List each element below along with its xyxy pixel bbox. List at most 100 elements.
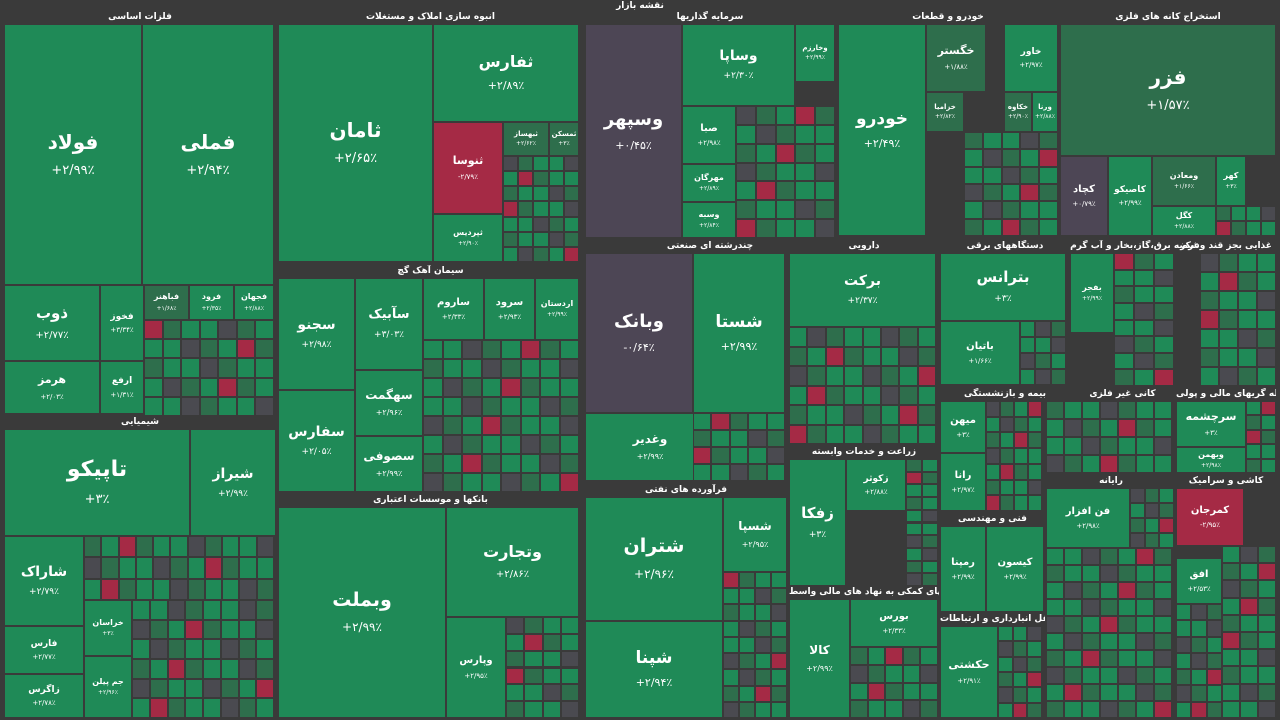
mini-tile[interactable] — [862, 366, 881, 386]
mini-tile[interactable] — [1020, 184, 1040, 202]
mini-tile[interactable] — [862, 346, 881, 366]
mini-tile[interactable] — [501, 359, 521, 378]
mini-tile[interactable] — [559, 397, 579, 416]
mini-tile[interactable] — [844, 405, 863, 425]
mini-tile[interactable] — [1014, 463, 1028, 480]
mini-tile[interactable] — [795, 219, 816, 238]
mini-tile[interactable] — [1240, 683, 1258, 701]
mini-tile[interactable] — [1136, 437, 1154, 455]
mini-tile[interactable] — [1014, 479, 1028, 496]
mini-tile[interactable] — [1035, 337, 1051, 353]
mini-tile[interactable] — [1258, 700, 1276, 718]
mini-tile[interactable] — [755, 701, 771, 718]
tile-64[interactable]: بورس +۲/۳۳٪ — [850, 599, 938, 647]
mini-tile[interactable] — [1028, 463, 1042, 480]
mini-tile[interactable] — [1144, 518, 1160, 533]
mini-tile[interactable] — [1027, 656, 1042, 672]
mini-tile[interactable] — [540, 454, 560, 473]
mini-tile[interactable] — [739, 620, 755, 637]
mini-tile[interactable] — [1027, 702, 1042, 718]
mini-tile[interactable] — [795, 124, 816, 144]
mini-tile[interactable] — [1012, 702, 1028, 718]
mini-tile[interactable] — [755, 588, 771, 605]
tile-3[interactable]: فخوز +۳/۳۴٪ — [100, 285, 144, 361]
mini-tile[interactable] — [1154, 419, 1172, 437]
mini-tile[interactable] — [1114, 302, 1134, 320]
mini-tile[interactable] — [84, 557, 102, 579]
mini-tile[interactable] — [1238, 291, 1257, 310]
mini-tile[interactable] — [481, 378, 501, 397]
mini-tile[interactable] — [1134, 336, 1154, 353]
mini-tile[interactable] — [423, 397, 443, 416]
mini-tile[interactable] — [1046, 701, 1064, 718]
mini-tile[interactable] — [1246, 221, 1261, 236]
mini-tile[interactable] — [1219, 310, 1238, 329]
mini-tile[interactable] — [481, 397, 501, 416]
mini-tile[interactable] — [862, 424, 881, 444]
tile-31[interactable]: ومعادن +۱/۶۶٪ — [1152, 156, 1216, 206]
mini-tile[interactable] — [1246, 429, 1261, 445]
mini-tile[interactable] — [462, 454, 482, 473]
mini-tile[interactable] — [1134, 369, 1154, 386]
mini-tile[interactable] — [144, 396, 163, 416]
mini-tile[interactable] — [755, 620, 771, 637]
mini-tile[interactable] — [503, 216, 519, 232]
mini-tile[interactable] — [540, 378, 560, 397]
mini-tile[interactable] — [1027, 641, 1042, 657]
mini-tile[interactable] — [1020, 132, 1040, 150]
mini-tile[interactable] — [144, 377, 163, 397]
mini-tile[interactable] — [917, 424, 936, 444]
mini-tile[interactable] — [1100, 701, 1118, 718]
mini-tile[interactable] — [1100, 633, 1118, 650]
tile-62[interactable]: زکوثر +۲/۸۸٪ — [846, 459, 906, 511]
mini-tile[interactable] — [815, 143, 835, 163]
mini-tile[interactable] — [1001, 149, 1021, 167]
mini-tile[interactable] — [563, 186, 579, 202]
mini-tile[interactable] — [1000, 448, 1014, 464]
mini-tile[interactable] — [1258, 666, 1276, 684]
mini-tile[interactable] — [1046, 616, 1064, 633]
mini-tile[interactable] — [1134, 302, 1154, 320]
mini-tile[interactable] — [1154, 401, 1172, 419]
mini-tile[interactable] — [755, 124, 776, 144]
mini-tile[interactable] — [167, 600, 186, 620]
mini-tile[interactable] — [118, 557, 136, 579]
mini-tile[interactable] — [998, 672, 1013, 688]
mini-tile[interactable] — [1001, 184, 1021, 202]
mini-tile[interactable] — [1046, 633, 1064, 650]
mini-tile[interactable] — [1039, 218, 1058, 236]
mini-tile[interactable] — [559, 473, 579, 492]
mini-tile[interactable] — [1028, 432, 1042, 449]
mini-tile[interactable] — [1050, 337, 1066, 353]
mini-tile[interactable] — [771, 685, 787, 702]
mini-tile[interactable] — [1200, 272, 1219, 291]
mini-tile[interactable] — [1050, 321, 1066, 337]
mini-tile[interactable] — [559, 378, 579, 397]
mini-tile[interactable] — [170, 536, 188, 558]
mini-tile[interactable] — [755, 219, 776, 238]
mini-tile[interactable] — [1134, 286, 1154, 303]
mini-tile[interactable] — [880, 424, 900, 444]
mini-tile[interactable] — [236, 320, 256, 340]
mini-tile[interactable] — [1154, 352, 1174, 370]
mini-tile[interactable] — [1136, 616, 1154, 633]
mini-tile[interactable] — [218, 358, 237, 378]
mini-tile[interactable] — [755, 685, 771, 702]
mini-tile[interactable] — [880, 346, 900, 366]
mini-tile[interactable] — [520, 340, 540, 359]
mini-tile[interactable] — [748, 430, 767, 447]
mini-tile[interactable] — [101, 578, 119, 600]
mini-tile[interactable] — [118, 578, 136, 600]
mini-tile[interactable] — [1191, 701, 1207, 718]
mini-tile[interactable] — [1000, 432, 1014, 449]
mini-tile[interactable] — [711, 464, 730, 481]
mini-tile[interactable] — [1001, 218, 1021, 236]
mini-tile[interactable] — [1012, 672, 1028, 688]
mini-tile[interactable] — [1154, 650, 1172, 667]
tile-2[interactable]: ذوب +۲/۷۷٪ — [4, 285, 100, 361]
mini-tile[interactable] — [775, 106, 796, 125]
mini-tile[interactable] — [423, 359, 443, 378]
mini-tile[interactable] — [560, 633, 579, 651]
mini-tile[interactable] — [723, 572, 739, 589]
mini-tile[interactable] — [795, 181, 816, 201]
